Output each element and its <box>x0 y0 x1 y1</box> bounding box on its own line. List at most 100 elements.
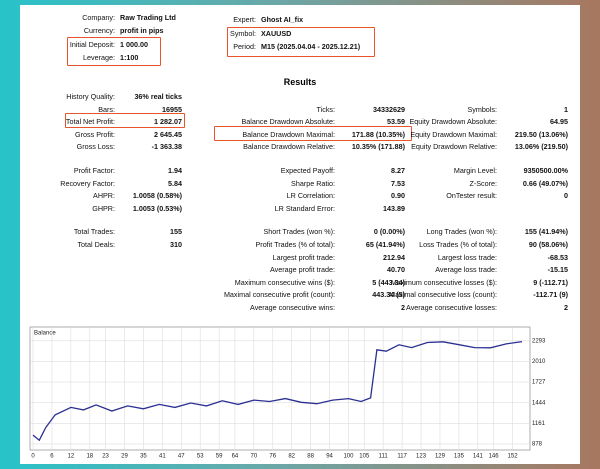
x-tick-label: 35 <box>140 454 147 460</box>
result-label: Profit Factor: <box>73 166 115 175</box>
result-label: Maximal consecutive profit (count): <box>223 290 335 300</box>
result-label: OnTester result: <box>446 191 497 201</box>
x-tick-label: 59 <box>216 454 223 460</box>
result-value: 2 <box>401 303 405 312</box>
x-tick-label: 100 <box>343 454 354 460</box>
x-tick-label: 18 <box>86 454 93 460</box>
highlight-box <box>214 126 412 141</box>
result-label: Expected Payoff: <box>280 166 335 175</box>
results-title: Results <box>283 77 317 87</box>
result-value: 65 (41.94%) <box>365 240 405 249</box>
result-label: Balance Drawdown Absolute: <box>241 117 336 127</box>
header-label: Expert: <box>233 15 256 24</box>
result-label: History Quality: <box>66 92 115 101</box>
result-value: -1 363.38 <box>151 142 182 152</box>
header-label: Period: <box>233 42 256 51</box>
result-value: -68.53 <box>547 252 568 262</box>
result-value: 7.53 <box>391 178 405 188</box>
result-value: 1.94 <box>168 166 182 175</box>
result-label: Average profit trade: <box>270 265 335 275</box>
x-tick-label: 117 <box>397 454 407 460</box>
result-value: 219.50 (13.06%) <box>514 129 568 139</box>
x-tick-label: 64 <box>232 454 239 460</box>
result-label: GHPR: <box>92 203 115 213</box>
x-tick-label: 53 <box>197 454 204 460</box>
result-label: Largest loss trade: <box>437 252 497 262</box>
result-value: 9350500.00% <box>523 166 568 175</box>
result-label: Loss Trades (% of total): <box>419 240 497 249</box>
header-value: XAUUSD <box>261 29 292 38</box>
result-value: 1.0058 (0.58%) <box>132 191 182 201</box>
result-value: 5 (443.34) <box>372 277 405 287</box>
plot-frame <box>29 326 531 451</box>
header-label: Company: <box>82 13 115 22</box>
x-tick-label: 29 <box>121 454 128 460</box>
result-value: 64.95 <box>550 117 568 127</box>
result-value: -112.71 (9) <box>533 290 568 300</box>
result-value: 9 (-112.71) <box>533 277 568 287</box>
x-tick-label: 94 <box>326 454 333 460</box>
result-label: Balance Drawdown Maximal: <box>242 129 335 139</box>
header-label: Symbol: <box>230 29 256 38</box>
result-label: Ticks: <box>316 104 336 114</box>
result-label: Recovery Factor: <box>60 178 115 188</box>
result-label: Average loss trade: <box>435 265 497 275</box>
result-value: 40.70 <box>387 265 405 275</box>
y-tick-label: 1727 <box>532 380 546 386</box>
result-value: 90 (58.06%) <box>528 240 568 249</box>
result-value: 310 <box>170 240 182 249</box>
header-value: 1:100 <box>120 53 139 62</box>
result-label: Bars: <box>98 104 115 114</box>
result-label: Margin Level: <box>453 166 497 175</box>
chart-title: Balance <box>34 331 56 337</box>
result-value: -15.15 <box>547 265 568 275</box>
result-value: 0 (0.00%) <box>373 227 405 237</box>
result-label: Equity Drawdown Relative: <box>411 142 497 152</box>
result-label: Equity Drawdown Maximal: <box>410 129 497 139</box>
header-label: Leverage: <box>83 53 115 62</box>
x-tick-label: 135 <box>454 454 465 460</box>
result-value: 443.34 (5) <box>372 290 405 300</box>
y-tick-label: 878 <box>532 442 543 448</box>
result-value: 36% real ticks <box>134 92 182 101</box>
x-tick-label: 41 <box>159 454 166 460</box>
result-label: LR Standard Error: <box>274 203 335 213</box>
result-value: 1.0053 (0.53%) <box>132 203 182 213</box>
result-label: Gross Profit: <box>75 129 115 139</box>
x-tick-label: 105 <box>359 454 370 460</box>
result-value: 34332629 <box>373 104 405 114</box>
result-label: AHPR: <box>93 191 115 201</box>
y-tick-label: 1444 <box>532 400 546 406</box>
x-tick-label: 123 <box>416 454 427 460</box>
result-value: 1 282.07 <box>154 117 182 127</box>
x-tick-label: 12 <box>68 454 75 460</box>
x-tick-label: 152 <box>508 454 519 460</box>
result-value: 143.89 <box>383 203 405 213</box>
result-label: Total Trades: <box>73 227 115 237</box>
result-label: Z-Score: <box>469 178 497 188</box>
x-tick-label: 23 <box>102 454 109 460</box>
result-value: 0.66 (49.07%) <box>522 178 568 188</box>
result-label: Symbols: <box>467 104 497 114</box>
x-tick-label: 47 <box>178 454 185 460</box>
result-label: Average consecutive wins: <box>250 303 335 312</box>
x-tick-label: 111 <box>379 454 389 460</box>
x-tick-label: 141 <box>473 454 484 460</box>
header-label: Currency: <box>83 26 115 35</box>
result-value: 10.35% (171.88) <box>351 142 405 152</box>
result-value: 0.90 <box>391 191 405 201</box>
result-label: Largest profit trade: <box>272 252 335 262</box>
result-value: 2 <box>564 303 568 312</box>
result-label: LR Correlation: <box>286 191 335 201</box>
result-label: Short Trades (won %): <box>263 227 335 237</box>
x-tick-label: 82 <box>288 454 295 460</box>
result-label: Profit Trades (% of total): <box>255 240 336 249</box>
result-value: 5.84 <box>168 178 182 188</box>
result-value: 16955 <box>162 104 182 114</box>
result-label: Average consecutive losses: <box>406 303 497 312</box>
x-tick-label: 88 <box>307 454 314 460</box>
header-value: M15 (2025.04.04 - 2025.12.21) <box>261 42 361 51</box>
x-tick-label: 76 <box>269 454 276 460</box>
result-value: 2 645.45 <box>154 129 182 139</box>
